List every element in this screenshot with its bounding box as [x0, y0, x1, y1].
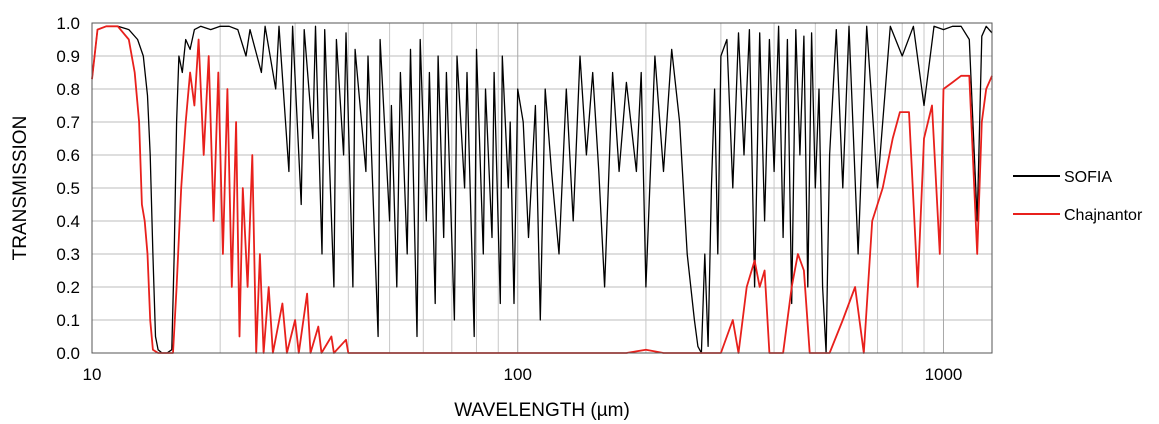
y-tick-label: 0.2 — [56, 278, 80, 297]
y-tick-label: 1.0 — [56, 14, 80, 33]
y-tick-label: 0.9 — [56, 47, 80, 66]
y-tick-label: 0.1 — [56, 311, 80, 330]
series-line-sofia — [91, 25, 993, 354]
series-line-chajnantor — [91, 25, 993, 354]
y-tick-label: 0.7 — [56, 113, 80, 132]
y-tick-label: 0.0 — [56, 344, 80, 363]
y-tick-labels: 0.0 0.1 0.2 0.3 0.4 0.5 0.6 0.7 0.8 0.9 1.0 — [56, 14, 80, 363]
plot-frame — [91, 22, 993, 354]
x-tick-label: 100 — [504, 365, 532, 384]
y-tick-label: 0.8 — [56, 80, 80, 99]
x-tick-label: 10 — [83, 365, 102, 384]
legend-label-chajnantor: Chajnantor — [1064, 207, 1143, 224]
x-axis-label: WAVELENGTH (µm) — [454, 400, 630, 421]
legend-label-sofia: SOFIA — [1064, 169, 1112, 186]
x-tick-label: 1000 — [925, 365, 963, 384]
y-axis-label: TRANSMISSION — [10, 116, 31, 261]
y-tick-label: 0.6 — [56, 146, 80, 165]
legend: SOFIA Chajnantor — [1013, 169, 1143, 224]
y-tick-label: 0.3 — [56, 245, 80, 264]
x-tick-labels: 10 100 1000 — [83, 365, 963, 384]
y-tick-label: 0.5 — [56, 179, 80, 198]
plot-series — [91, 25, 993, 354]
y-tick-label: 0.4 — [56, 212, 80, 231]
